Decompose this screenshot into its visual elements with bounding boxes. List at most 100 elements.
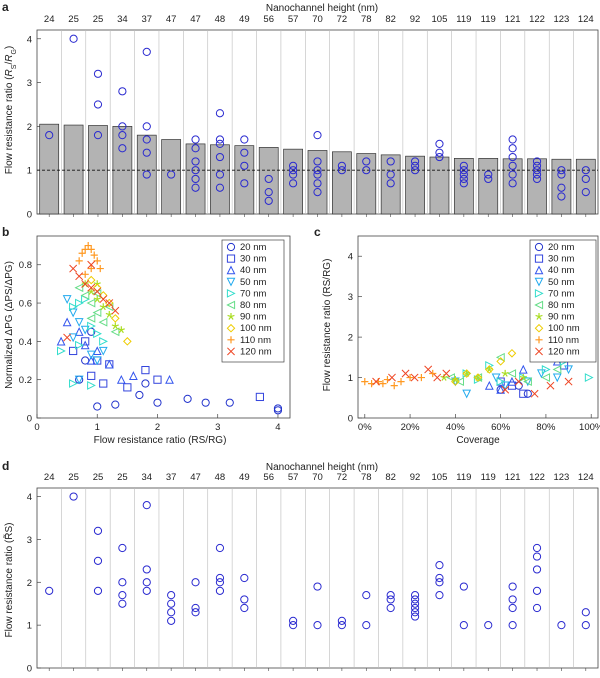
legend-marker	[227, 347, 235, 356]
data-point	[142, 135, 151, 144]
panel-a-ylabel: Flow resistance ratio (RS/RG)	[4, 46, 18, 175]
data-point	[508, 170, 517, 179]
data-point	[191, 144, 200, 153]
category-label: 78	[361, 14, 372, 25]
panel-a-label: a	[2, 0, 9, 14]
data-point	[240, 595, 249, 604]
data-point	[117, 326, 125, 334]
y-tick-label: 0	[27, 210, 32, 221]
category-label: 78	[361, 472, 372, 483]
data-point	[86, 313, 96, 323]
category-label: 82	[385, 14, 396, 25]
category-label: 124	[578, 14, 594, 25]
data-point	[84, 241, 92, 250]
data-point	[388, 373, 396, 382]
data-point	[337, 616, 346, 625]
category-label: 70	[312, 14, 323, 25]
data-point	[111, 322, 119, 330]
category-label: 123	[553, 472, 569, 483]
data-point	[463, 369, 471, 377]
data-point	[191, 135, 200, 144]
panel-c: c Coverage Flow resistance ratio (RS/RG)…	[314, 225, 600, 446]
data-point	[142, 565, 151, 574]
data-point	[313, 582, 322, 591]
data-point	[215, 135, 225, 144]
data-point	[337, 166, 346, 175]
legend-marker	[535, 313, 543, 320]
x-tick-label: 3	[215, 422, 220, 433]
data-point	[372, 377, 381, 386]
category-label: 119	[481, 14, 496, 25]
data-point	[557, 170, 566, 179]
data-point	[435, 573, 444, 583]
data-point	[523, 377, 533, 387]
data-point	[406, 373, 414, 382]
y-tick-label: 2	[348, 333, 353, 344]
data-point	[410, 603, 420, 613]
legend-label: 90 nm	[548, 312, 574, 323]
data-point	[118, 578, 127, 587]
data-point	[313, 170, 322, 179]
panel-a: a Nanochannel height (nm) Flow resistanc…	[2, 0, 599, 221]
data-point	[501, 385, 510, 394]
data-point	[167, 170, 176, 179]
y-tick-label: 2	[27, 122, 32, 133]
bar	[332, 151, 352, 215]
data-point	[45, 131, 54, 140]
y-tick-label: 1	[27, 166, 32, 177]
panel-d-title: Nanochannel height (nm)	[266, 462, 378, 473]
data-point	[240, 161, 249, 170]
legend-marker	[227, 313, 235, 320]
data-point	[191, 157, 200, 166]
data-point	[215, 578, 225, 587]
data-point	[69, 492, 78, 501]
data-point	[75, 298, 84, 308]
legend-marker	[535, 336, 543, 344]
data-point	[474, 373, 482, 381]
data-point	[557, 192, 566, 201]
data-point	[87, 371, 96, 380]
data-point	[191, 608, 200, 617]
data-point	[68, 333, 78, 343]
bar	[185, 143, 206, 215]
legend-marker	[226, 265, 236, 275]
legend-label: 30 nm	[548, 254, 574, 265]
data-point	[433, 373, 442, 382]
panel-a-title: Nanochannel height (nm)	[266, 3, 378, 14]
data-point	[459, 174, 468, 184]
category-label: 25	[93, 472, 104, 483]
legend-label: 20 nm	[548, 242, 574, 253]
category-label: 82	[385, 472, 396, 483]
data-point	[264, 187, 273, 197]
data-point	[532, 586, 542, 595]
data-point	[215, 586, 225, 595]
data-point	[128, 371, 138, 380]
data-point	[56, 346, 66, 356]
data-point	[508, 595, 517, 604]
data-point	[530, 389, 539, 398]
category-label: 47	[166, 14, 177, 25]
data-point	[581, 608, 590, 617]
data-point	[541, 373, 551, 382]
data-point	[442, 369, 451, 378]
category-label: 92	[410, 14, 421, 25]
data-point	[362, 166, 371, 175]
category-label: 25	[117, 472, 128, 483]
data-point	[142, 170, 151, 179]
data-point	[501, 369, 509, 377]
data-point	[564, 377, 573, 386]
data-point	[81, 279, 90, 288]
data-point	[484, 170, 493, 179]
data-point	[459, 621, 468, 630]
legend-marker	[534, 265, 544, 275]
data-point	[69, 264, 78, 273]
data-point	[87, 260, 96, 269]
data-point	[532, 170, 542, 179]
data-point	[240, 179, 249, 188]
data-point	[496, 377, 506, 387]
data-point	[337, 621, 346, 630]
category-label: 72	[337, 14, 348, 25]
y-tick-label: 0	[27, 414, 32, 425]
data-point	[93, 402, 102, 411]
